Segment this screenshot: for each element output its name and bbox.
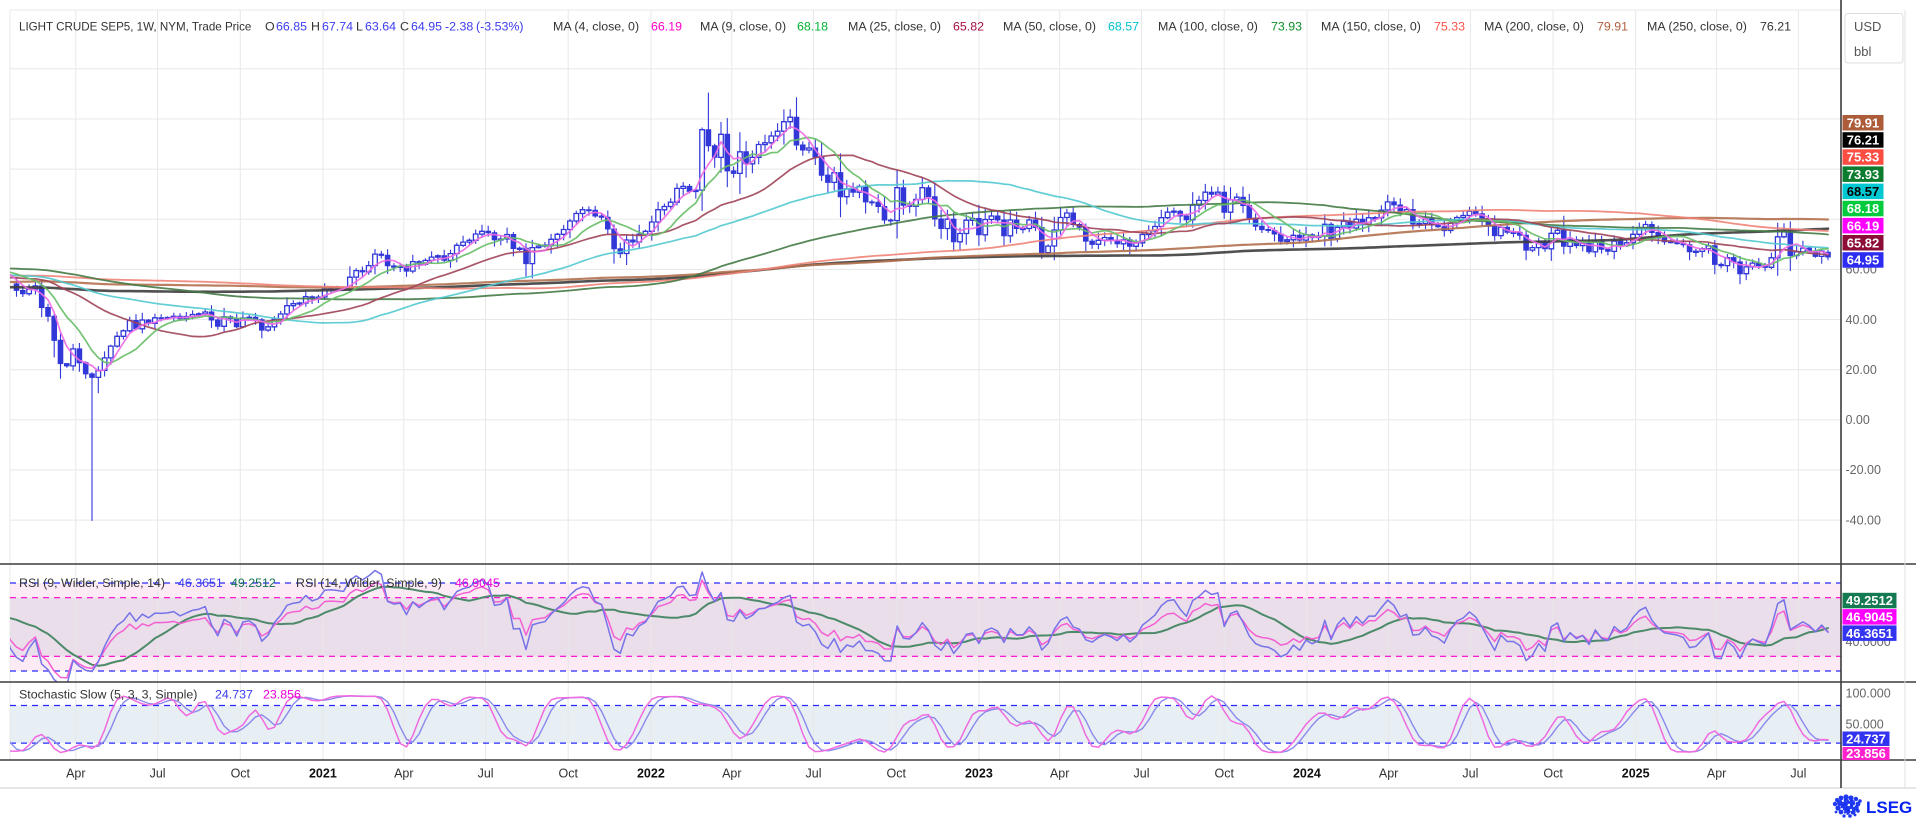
svg-text:46.3651: 46.3651: [178, 576, 223, 590]
svg-text:46.3651: 46.3651: [1846, 626, 1893, 641]
svg-text:66.19: 66.19: [651, 20, 682, 34]
svg-text:MA (4, close, 0): MA (4, close, 0): [553, 20, 639, 34]
svg-text:MA (9, close, 0): MA (9, close, 0): [700, 20, 786, 34]
svg-text:MA (50, close, 0): MA (50, close, 0): [1003, 20, 1096, 34]
svg-text:24.737: 24.737: [1846, 731, 1886, 746]
svg-text:Apr: Apr: [722, 767, 741, 781]
svg-text:2024: 2024: [1293, 767, 1321, 781]
svg-text:2025: 2025: [1622, 767, 1650, 781]
svg-text:Oct: Oct: [1543, 767, 1563, 781]
svg-text:Oct: Oct: [558, 767, 578, 781]
svg-text:66.85: 66.85: [276, 20, 307, 34]
svg-text:64.95: 64.95: [1847, 253, 1880, 268]
svg-text:Jul: Jul: [1790, 767, 1806, 781]
svg-text:Jul: Jul: [1462, 767, 1478, 781]
svg-text:2021: 2021: [309, 767, 337, 781]
svg-text:O: O: [265, 20, 275, 34]
svg-text:Oct: Oct: [886, 767, 906, 781]
svg-text:65.82: 65.82: [1847, 236, 1880, 251]
svg-text:(-3.53%): (-3.53%): [476, 20, 524, 34]
svg-text:75.33: 75.33: [1434, 20, 1465, 34]
svg-text:RSI (9, Wilder, Simple, 14): RSI (9, Wilder, Simple, 14): [19, 576, 165, 590]
svg-text:79.91: 79.91: [1847, 115, 1880, 130]
svg-text:bbl: bbl: [1854, 44, 1871, 59]
svg-text:MA (150, close, 0): MA (150, close, 0): [1321, 20, 1421, 34]
svg-text:H: H: [311, 20, 320, 34]
svg-text:RSI (14, Wilder, Simple, 9): RSI (14, Wilder, Simple, 9): [296, 576, 442, 590]
svg-text:Apr: Apr: [1379, 767, 1398, 781]
svg-text:100.000: 100.000: [1846, 686, 1891, 700]
svg-text:49.2512: 49.2512: [1846, 593, 1893, 608]
svg-text:LIGHT CRUDE SEP5, 1W, NYM, Tra: LIGHT CRUDE SEP5, 1W, NYM, Trade Price: [19, 21, 251, 34]
svg-text:Jul: Jul: [1134, 767, 1150, 781]
svg-text:23.856: 23.856: [263, 688, 301, 702]
svg-text:24.737: 24.737: [215, 688, 253, 702]
svg-text:C: C: [400, 20, 409, 34]
svg-text:Oct: Oct: [231, 767, 251, 781]
svg-text:68.57: 68.57: [1108, 20, 1139, 34]
svg-text:67.74: 67.74: [322, 20, 353, 34]
svg-text:40.00: 40.00: [1846, 313, 1877, 327]
svg-text:2023: 2023: [965, 767, 993, 781]
svg-text:50.000: 50.000: [1846, 718, 1884, 732]
svg-text:76.21: 76.21: [1847, 133, 1880, 148]
svg-text:64.95: 64.95: [411, 20, 442, 34]
svg-text:-40.00: -40.00: [1846, 513, 1881, 527]
svg-text:Apr: Apr: [1050, 767, 1069, 781]
svg-text:USD: USD: [1854, 19, 1881, 34]
svg-text:Apr: Apr: [394, 767, 413, 781]
svg-text:MA (100, close, 0): MA (100, close, 0): [1158, 20, 1258, 34]
svg-text:46.9045: 46.9045: [455, 576, 500, 590]
svg-text:Apr: Apr: [1707, 767, 1726, 781]
svg-text:Jul: Jul: [806, 767, 822, 781]
svg-text:Jul: Jul: [478, 767, 494, 781]
svg-text:Jul: Jul: [150, 767, 166, 781]
svg-text:65.82: 65.82: [953, 20, 984, 34]
svg-text:-2.38: -2.38: [445, 20, 473, 34]
svg-text:L: L: [356, 20, 363, 34]
svg-text:46.9045: 46.9045: [1846, 610, 1893, 625]
svg-text:66.19: 66.19: [1847, 218, 1880, 233]
svg-text:68.57: 68.57: [1847, 184, 1880, 199]
svg-text:49.2512: 49.2512: [231, 576, 276, 590]
svg-text:63.64: 63.64: [365, 20, 396, 34]
svg-text:Oct: Oct: [1214, 767, 1234, 781]
svg-text:-20.00: -20.00: [1846, 463, 1881, 477]
svg-text:79.91: 79.91: [1597, 20, 1628, 34]
svg-text:2022: 2022: [637, 767, 665, 781]
svg-text:23.856: 23.856: [1846, 746, 1886, 761]
svg-text:68.18: 68.18: [1847, 201, 1880, 216]
svg-text:73.93: 73.93: [1847, 167, 1880, 182]
svg-text:Apr: Apr: [66, 767, 85, 781]
svg-text:MA (25, close, 0): MA (25, close, 0): [848, 20, 941, 34]
svg-text:MA (200, close, 0): MA (200, close, 0): [1484, 20, 1584, 34]
svg-text:20.00: 20.00: [1846, 363, 1877, 377]
svg-text:68.18: 68.18: [797, 20, 828, 34]
svg-text:LSEG: LSEG: [1866, 798, 1912, 817]
svg-text:MA (250, close, 0): MA (250, close, 0): [1647, 20, 1747, 34]
svg-text:0.00: 0.00: [1846, 413, 1870, 427]
svg-text:73.93: 73.93: [1271, 20, 1302, 34]
svg-text:75.33: 75.33: [1847, 150, 1880, 165]
svg-text:Stochastic Slow (5, 3, 3, Simp: Stochastic Slow (5, 3, 3, Simple): [19, 688, 197, 702]
svg-text:76.21: 76.21: [1760, 20, 1791, 34]
